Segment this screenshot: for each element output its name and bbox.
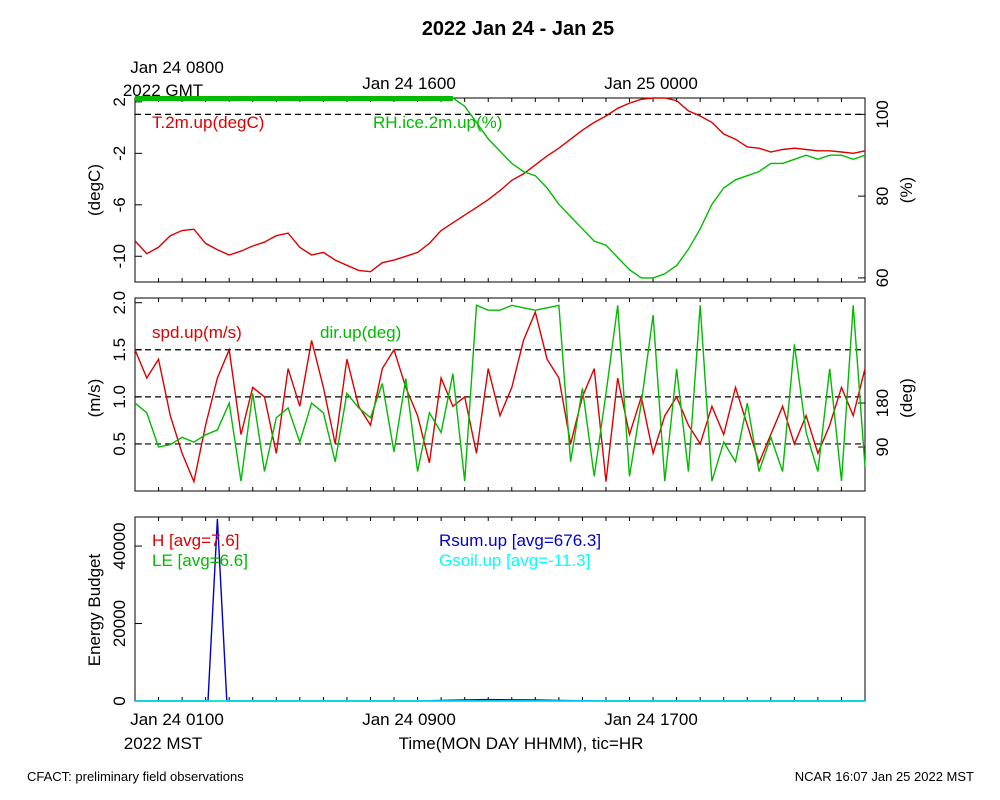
bottom-time-label: 2022 MST — [124, 734, 202, 753]
top-time-label: Jan 25 0000 — [604, 74, 698, 93]
series-lines — [135, 518, 865, 702]
y-tick-label: 40000 — [110, 522, 129, 569]
temperature-humidity-panel: 2 -2 -6 -10 100 80 60 (degC) (%) T.2m.up(degC)… — [85, 96, 916, 287]
y-tick-label: 2 — [110, 97, 129, 106]
panel-frame — [134, 297, 866, 492]
y2-tick-label: 100 — [873, 100, 892, 128]
y-tick-label: 2.0 — [110, 291, 129, 315]
y-tick-label: -2 — [110, 146, 129, 161]
left-axis-label: (m/s) — [85, 379, 104, 418]
left-axis-label: Energy Budget — [85, 553, 104, 666]
chart-title: 2022 Jan 24 - Jan 25 — [422, 18, 614, 40]
y2-tick-label: 180 — [873, 389, 892, 417]
footer-left: CFACT: preliminary field observations — [27, 769, 244, 784]
legend-gsoil: Gsoil.up [avg=-11.3] — [439, 551, 590, 570]
reference-lines — [135, 349, 865, 445]
y-tick-label: 20000 — [110, 600, 129, 647]
right-axis-label: (deg) — [897, 378, 916, 418]
bottom-time-label: Jan 24 0900 — [362, 710, 456, 729]
panel-frame — [134, 97, 866, 283]
bottom-time-label: Jan 24 0100 — [130, 710, 224, 729]
bottom-time-label: Jan 24 1700 — [604, 710, 698, 729]
y-tick-label: 1.5 — [110, 338, 129, 362]
rh-saturation-band — [135, 96, 453, 101]
footer-right: NCAR 16:07 Jan 25 2022 MST — [795, 769, 974, 784]
series-lines — [134, 96, 866, 279]
series-line — [134, 304, 866, 482]
wind-panel: 2.0 1.5 1.0 0.5 180 90 (m/s) (deg) spd.up(m/s… — [85, 291, 916, 492]
legend-t2m: T.2m.up(degC) — [152, 113, 264, 132]
y-tick-label: 0 — [110, 696, 129, 705]
legend-rh: RH.ice.2m.up(%) — [373, 113, 502, 132]
series-line — [134, 97, 866, 273]
y-tick-label: 0.5 — [110, 432, 129, 456]
left-axis-label: (degC) — [85, 164, 104, 216]
series-lines — [134, 304, 866, 484]
legend-spd: spd.up(m/s) — [152, 323, 242, 342]
right-axis-label: (%) — [897, 177, 916, 203]
legend-dir: dir.up(deg) — [320, 323, 401, 342]
legend-rsum: Rsum.up [avg=676.3] — [439, 531, 601, 550]
series-line — [135, 97, 866, 279]
series-line — [134, 309, 866, 484]
tick-labels: 0 20000 40000 — [110, 522, 129, 705]
top-time-label: 2022 GMT — [123, 81, 203, 100]
tick-labels: 2 -2 -6 -10 100 80 60 — [110, 97, 892, 287]
top-time-label: Jan 24 1600 — [362, 74, 456, 93]
y-tick-label: -6 — [110, 197, 129, 212]
y-tick-label: -10 — [110, 244, 129, 269]
y-tick-label: 1.0 — [110, 385, 129, 409]
legend-h: H [avg=7.6] — [152, 531, 239, 550]
legend-le: LE [avg=6.6] — [152, 551, 248, 570]
y2-tick-label: 80 — [873, 187, 892, 206]
y2-tick-label: 60 — [873, 268, 892, 287]
top-time-label: Jan 24 0800 — [130, 58, 224, 77]
panel-ticks — [134, 298, 866, 491]
energy-budget-panel: 0 20000 40000 Energy Budget H [avg=7.6] LE… — [85, 516, 866, 706]
x-axis-label: Time(MON DAY HHMM), tic=HR — [399, 734, 644, 753]
y2-tick-label: 90 — [873, 438, 892, 457]
tick-labels: 2.0 1.5 1.0 0.5 180 90 — [110, 291, 892, 457]
